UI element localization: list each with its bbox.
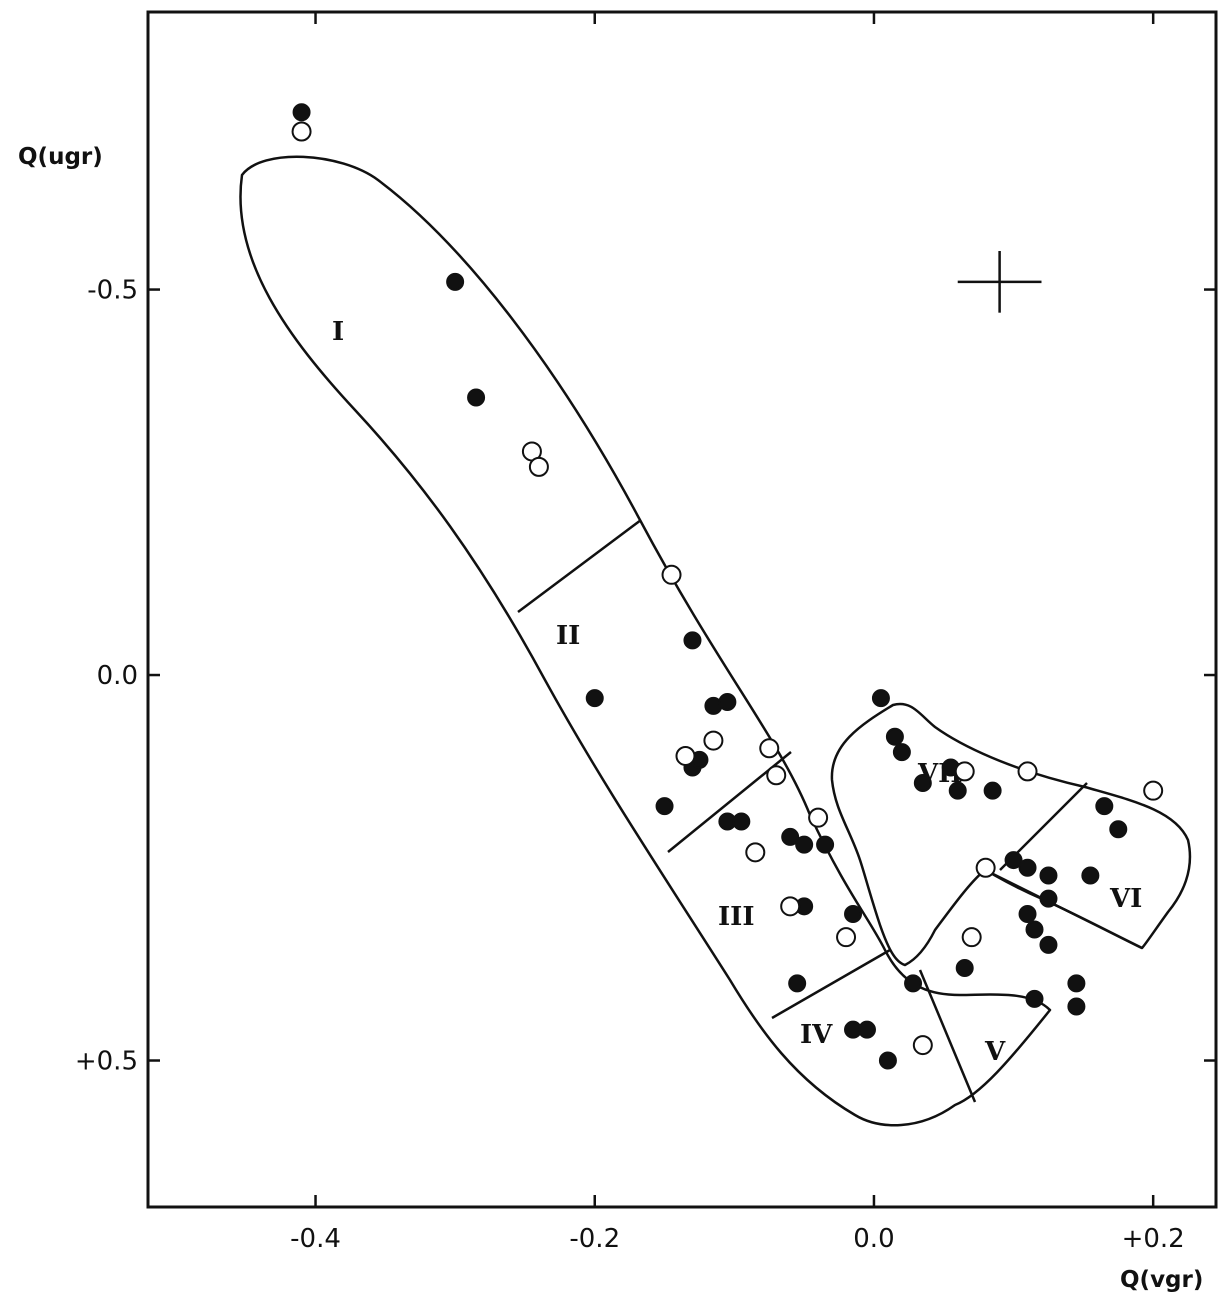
filled-data-point: [1025, 989, 1044, 1008]
open-data-point: [1017, 761, 1038, 782]
x-axis-label: Q(vgr): [1120, 1267, 1203, 1293]
filled-data-point: [1004, 851, 1023, 870]
open-data-point: [1143, 780, 1164, 801]
filled-data-point: [1067, 997, 1086, 1016]
filled-data-point: [1109, 820, 1128, 839]
region-label-ii: II: [556, 621, 580, 651]
filled-data-point: [1095, 797, 1114, 816]
open-data-point: [766, 765, 787, 786]
plot-frame: [146, 10, 1218, 1209]
region-label-iv: IV: [800, 1020, 833, 1050]
open-data-point: [703, 730, 724, 751]
filled-data-point: [871, 689, 890, 708]
open-data-point: [912, 1035, 933, 1056]
filled-data-point: [904, 974, 923, 993]
filled-data-point: [885, 727, 904, 746]
open-data-point: [675, 745, 696, 766]
filled-data-point: [948, 781, 967, 800]
filled-data-point: [1067, 974, 1086, 993]
filled-data-point: [781, 827, 800, 846]
filled-data-point: [844, 905, 863, 924]
open-data-point: [661, 564, 682, 585]
filled-data-point: [1025, 920, 1044, 939]
filled-data-point: [955, 959, 974, 977]
y-tick-label: +0.5: [75, 1047, 138, 1077]
filled-data-point: [1039, 935, 1058, 954]
error-bar: [957, 251, 1042, 313]
x-tick-label: -0.2: [569, 1224, 620, 1254]
open-data-point: [759, 738, 780, 759]
open-data-point: [528, 456, 549, 477]
x-tick-label: +0.2: [1122, 1224, 1185, 1254]
open-data-point: [291, 121, 312, 142]
filled-data-point: [655, 797, 674, 816]
open-data-point: [961, 927, 982, 948]
filled-data-point: [1039, 866, 1058, 885]
filled-data-point: [1081, 866, 1100, 885]
divider-v-vi: [984, 868, 1143, 950]
filled-data-point: [857, 1020, 876, 1039]
filled-data-point: [816, 835, 835, 854]
open-data-point: [745, 842, 766, 863]
region-outline-upper-right: [830, 702, 1192, 967]
filled-data-point: [1018, 905, 1037, 924]
filled-data-point: [983, 781, 1002, 800]
region-outline-main: [239, 155, 1052, 1127]
filled-data-point: [585, 689, 604, 708]
divider-i-ii: [517, 518, 642, 614]
open-data-point: [780, 896, 801, 917]
filled-data-point: [1039, 889, 1058, 908]
y-tick-label: 0.0: [97, 661, 138, 691]
filled-data-point: [718, 693, 737, 712]
filled-data-point: [795, 835, 814, 854]
filled-data-point: [913, 773, 932, 792]
y-tick-label: -0.5: [87, 276, 138, 306]
x-tick-label: -0.4: [290, 1224, 341, 1254]
filled-data-point: [292, 103, 311, 122]
region-label-vi: VI: [1109, 884, 1142, 914]
filled-data-point: [732, 812, 751, 831]
filled-data-point: [788, 974, 807, 993]
open-data-point: [808, 807, 829, 828]
open-data-point: [975, 857, 996, 878]
filled-data-point: [878, 1051, 897, 1070]
filled-data-point: [1018, 858, 1037, 877]
filled-data-point: [467, 388, 486, 407]
region-label-i: I: [332, 317, 344, 347]
region-label-v: V: [984, 1037, 1006, 1067]
y-axis-label: Q(ugr): [18, 144, 103, 170]
filled-data-point: [683, 631, 702, 650]
open-data-point: [836, 927, 857, 948]
region-label-iii: III: [718, 902, 755, 932]
divider-iv-v: [918, 969, 977, 1103]
x-tick-label: 0.0: [853, 1224, 894, 1254]
filled-data-point: [892, 743, 911, 762]
open-data-point: [954, 761, 975, 782]
filled-data-point: [446, 272, 465, 291]
divider-iii-iv: [771, 948, 891, 1020]
